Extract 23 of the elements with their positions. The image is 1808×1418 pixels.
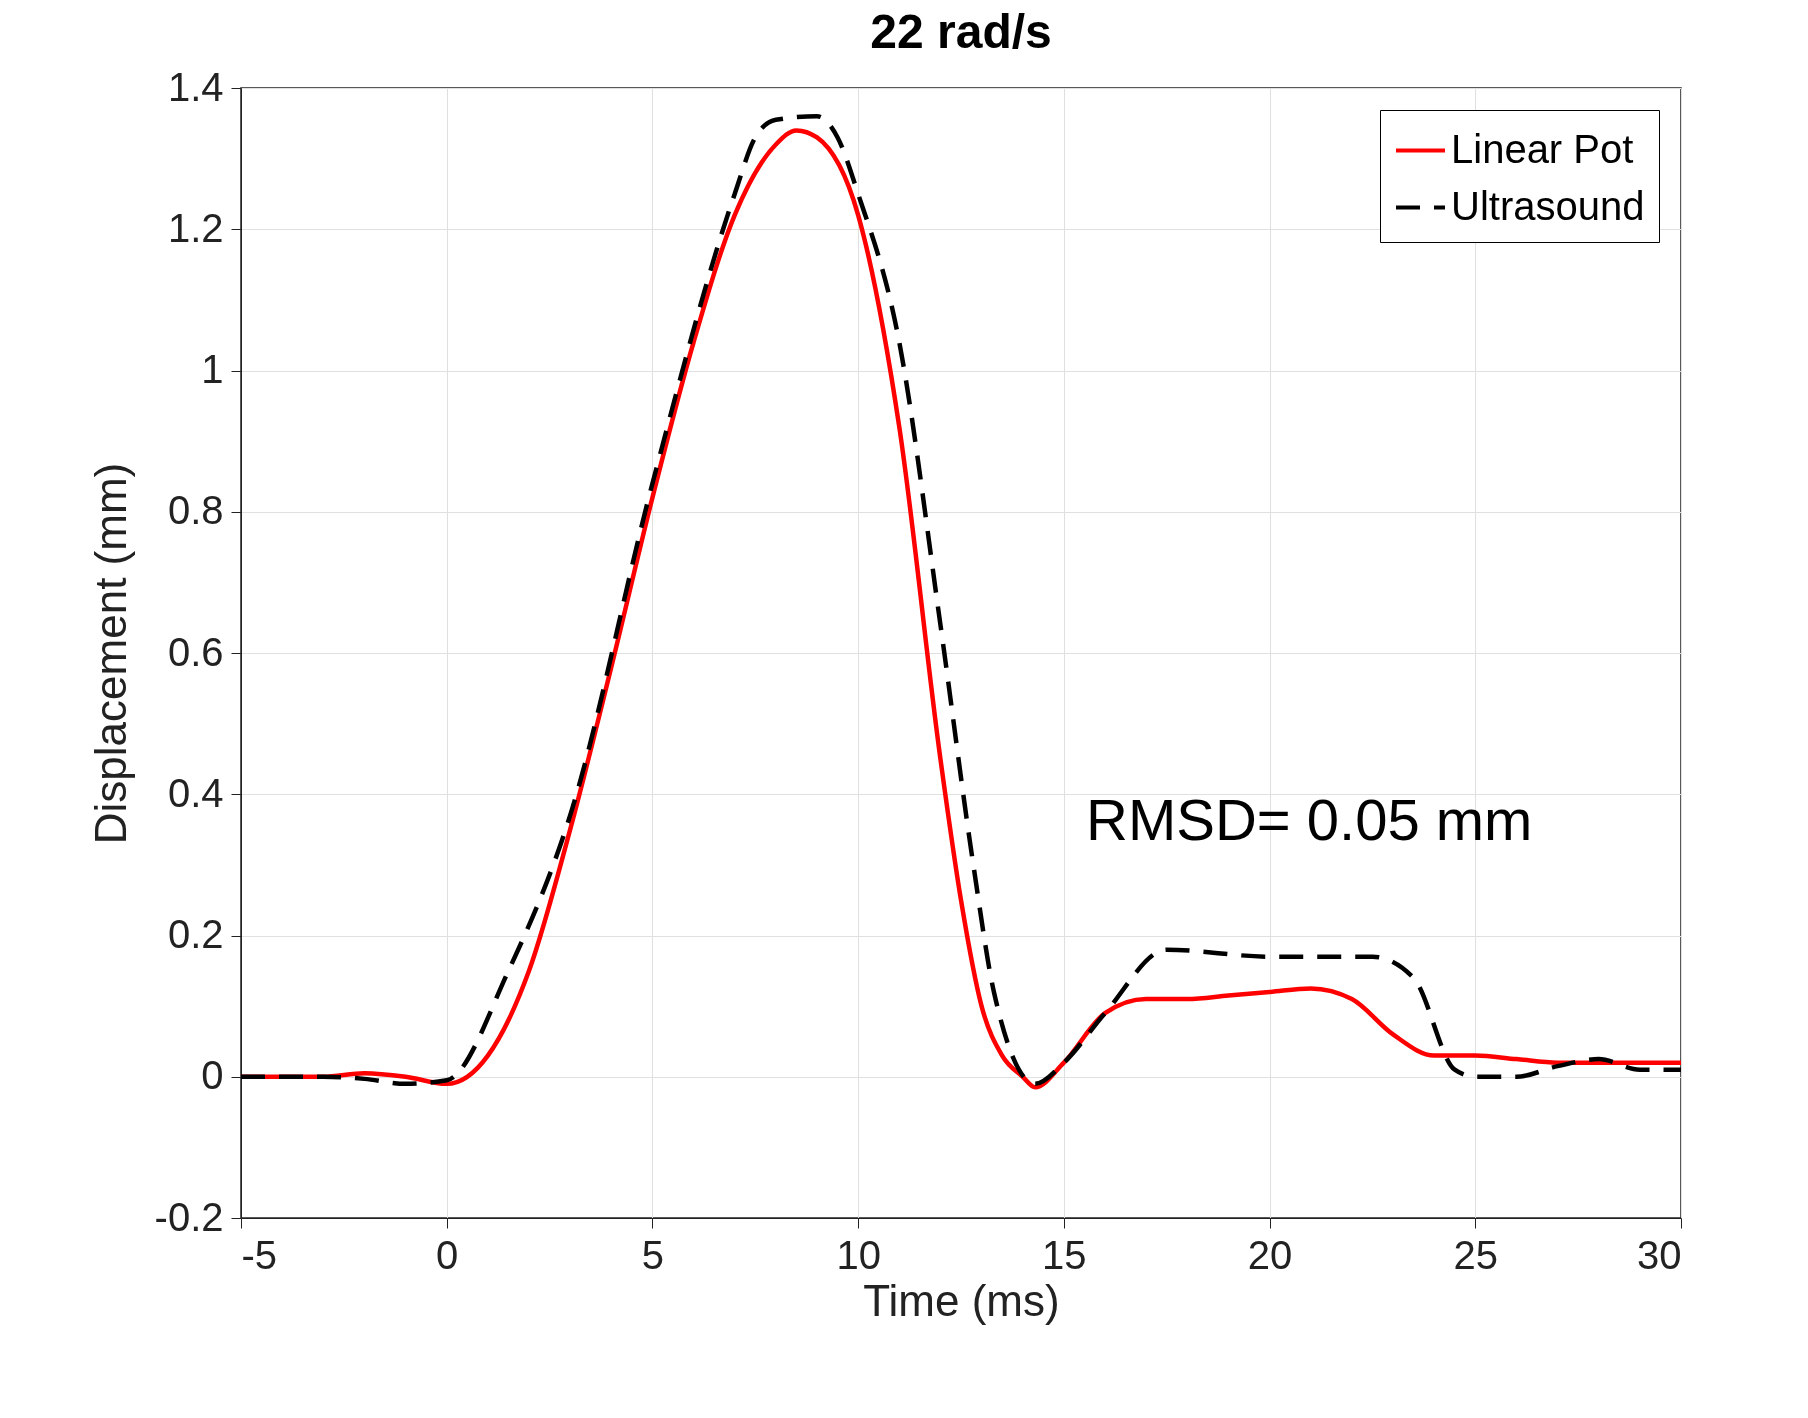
chart-title: 22 rad/s — [870, 5, 1052, 58]
x-tick-label: 10 — [836, 1232, 881, 1277]
y-tick-label: 1.2 — [167, 205, 224, 250]
y-tick-label: 1 — [201, 347, 224, 391]
y-tick-label: 0.2 — [167, 912, 224, 956]
x-tick-label: 0 — [436, 1232, 459, 1277]
annotation: RMSD= 0.05 mm — [1086, 787, 1533, 852]
y-tick-label: 0 — [201, 1053, 224, 1098]
y-tick-label: 1.4 — [167, 64, 224, 109]
x-tick-label: 15 — [1042, 1232, 1087, 1277]
y-tick-label: -0.2 — [154, 1194, 224, 1239]
y-tick-label: 0.8 — [167, 488, 224, 533]
legend-label: Linear Pot — [1451, 126, 1634, 171]
x-tick-label: 20 — [1247, 1232, 1293, 1277]
x-tick-label: 30 — [1637, 1232, 1682, 1277]
y-axis-title: Displacement (mm) — [85, 462, 135, 845]
legend-label: Ultrasound — [1451, 183, 1645, 228]
x-tick-label: -5 — [241, 1232, 278, 1277]
x-axis-title: Time (ms) — [863, 1275, 1060, 1325]
x-tick-label: 5 — [641, 1232, 665, 1277]
y-tick-label: 0.6 — [167, 629, 224, 674]
x-tick-label: 25 — [1453, 1232, 1499, 1277]
y-tick-label: 0.4 — [167, 770, 224, 815]
